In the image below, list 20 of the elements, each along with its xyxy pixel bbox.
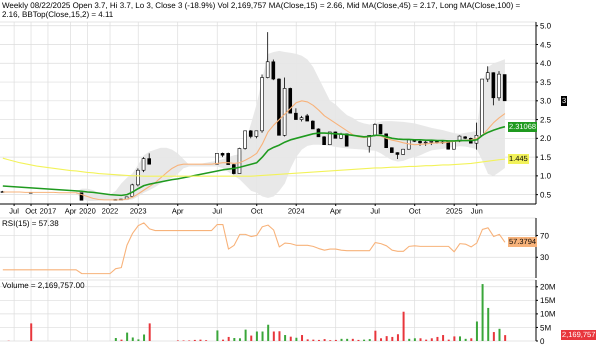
y-tick-label: 5M <box>540 323 552 332</box>
y-tick-label: 0 <box>540 336 545 346</box>
y-tick-label: 10M <box>540 310 556 319</box>
y-tick-label: 0.5 <box>540 190 552 200</box>
chart-title: RSI(15) = 57.38 <box>2 219 60 228</box>
y-tick-label: 70 <box>540 231 550 240</box>
y-tick-label: 15M <box>540 296 556 306</box>
y-tick-label: 30 <box>540 253 550 262</box>
y-tick-label: 2.0 <box>540 134 552 144</box>
y-tick-label: 4.0 <box>540 59 552 68</box>
y-tick-label: 5.0 <box>540 22 552 31</box>
y-tick-label: 20M <box>540 282 556 292</box>
y-tick-label: 1.0 <box>540 172 552 181</box>
y-tick-label: 2.5 <box>540 115 552 124</box>
y-tick-label: 3.0 <box>540 96 552 106</box>
y-tick-label: 3.5 <box>540 78 552 87</box>
chart-title: Weekly 08/22/2025 Open 3.7, Hi 3.7, Lo 3, Close 3 (-18.9%) Vol 2,169,757 MA(Close,15) = 2.66, Mid MA(Close,45) = 2.17, Long MA(Close,100) = 2.16, BBTop(Close,15,2) = 4.11 <box>2 1 522 19</box>
chart-title: Volume = 2,169,757.00 <box>2 281 86 290</box>
y-tick-label: 1.5 <box>540 152 552 162</box>
y-tick-label: 4.5 <box>540 40 552 50</box>
